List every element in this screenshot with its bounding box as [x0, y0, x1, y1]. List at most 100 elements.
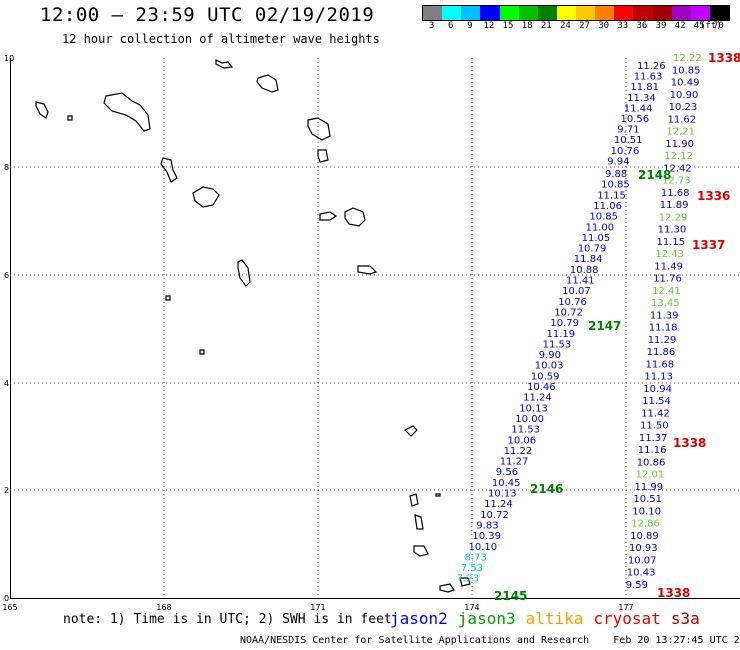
satellite-legend-altika: altika — [525, 609, 584, 628]
track-value-upper: 9.71 — [617, 125, 639, 136]
track-value-right: 12.01 — [636, 470, 665, 481]
track-value-right: 12.73 — [662, 176, 691, 187]
track-value-right: 12.42 — [663, 163, 692, 174]
track-value-right: 11.86 — [647, 347, 676, 358]
track-value-right: 11.16 — [638, 445, 667, 456]
color-scale-label: 45 — [693, 21, 705, 31]
track-value-left: 10.88 — [570, 265, 599, 276]
island-outline — [215, 59, 234, 69]
color-swatch — [614, 6, 634, 20]
color-swatch — [499, 6, 519, 20]
track-value-left: 7.23 — [457, 574, 479, 585]
track-value-right: 11.49 — [654, 261, 683, 272]
track-value-right: 11.54 — [642, 396, 671, 407]
track-value-right: 11.68 — [661, 188, 690, 199]
map-frame — [10, 58, 740, 599]
track-value-right: 11.99 — [635, 482, 664, 493]
island-outline — [414, 514, 424, 530]
color-scale-label: 12 — [483, 21, 495, 31]
track-value-left: 9.83 — [476, 520, 498, 531]
color-swatch — [690, 6, 710, 20]
orbit-number-label: 2148 — [638, 168, 671, 182]
y-tick-label: 6 — [4, 271, 9, 280]
track-value-right: 10.51 — [633, 494, 662, 505]
island-outline — [192, 186, 220, 208]
island-outline — [435, 493, 441, 497]
island-outline — [256, 74, 279, 93]
track-value-left: 9.90 — [539, 350, 561, 361]
color-scale-label: 30 — [598, 21, 610, 31]
track-value-left: 11.84 — [574, 254, 603, 265]
color-scale-label: 33 — [617, 21, 629, 31]
track-value-right: 11.76 — [653, 274, 682, 285]
color-swatch — [576, 6, 596, 20]
color-scale-label: 24 — [560, 21, 571, 31]
track-value-left: 10.76 — [558, 297, 587, 308]
track-value-right: 11.62 — [668, 114, 697, 125]
color-swatch — [461, 6, 481, 20]
track-value-upper: 11.44 — [624, 103, 653, 114]
track-value-left: 11.53 — [543, 339, 572, 350]
track-value-left: 11.00 — [586, 222, 615, 233]
island-outline — [307, 117, 331, 141]
island-outline — [35, 101, 49, 119]
y-tick-label: 10 — [4, 54, 14, 63]
axis-ticks: 165 168 171 174 177 0 2 4 6 8 10 — [2, 54, 633, 612]
color-swatch — [652, 6, 672, 20]
track-value-left: 11.06 — [593, 201, 622, 212]
track-value-left: 10.46 — [527, 382, 556, 393]
track-value-right: 10.10 — [632, 506, 661, 517]
color-swatch — [671, 6, 691, 20]
satellite-legend-jason2: jason2 — [390, 609, 448, 628]
track-value-right: 11.39 — [650, 310, 679, 321]
track-value-left: 10.39 — [472, 531, 501, 542]
track-value-left: 10.45 — [492, 478, 521, 489]
track-value-left: 11.41 — [566, 276, 595, 287]
color-scale-label: 6 — [447, 21, 454, 31]
track-value-left: 7.53 — [461, 563, 483, 574]
orbit-number-label: 1336 — [697, 189, 730, 203]
track-value-right: 10.49 — [671, 78, 700, 89]
orbit-number-label: 1338 — [673, 436, 706, 450]
track-value-upper: 11.26 — [637, 61, 666, 72]
island-outline — [103, 92, 151, 132]
track-value-left: 10.06 — [508, 435, 537, 446]
color-swatch — [518, 6, 538, 20]
y-tick-label: 8 — [4, 163, 9, 172]
track-value-right: 10.23 — [669, 102, 698, 113]
track-value-left: 11.19 — [547, 329, 576, 340]
color-scale-label: 36 — [636, 21, 648, 31]
map-title: 12:00 – 23:59 UTC 02/19/2019 — [40, 4, 375, 26]
track-value-upper: 10.51 — [614, 135, 643, 146]
color-swatch — [595, 6, 615, 20]
track-value-right: 10.86 — [637, 457, 666, 468]
track-value-right: 10.93 — [629, 543, 658, 554]
orbit-number-label: 1338 — [708, 51, 740, 65]
track-value-upper: 11.81 — [630, 82, 659, 93]
track-value-right: 10.94 — [643, 384, 672, 395]
island-outline — [344, 207, 366, 227]
track-value-right: 11.89 — [660, 200, 689, 211]
track-value-right: 11.30 — [658, 225, 687, 236]
track-value-right: 12.41 — [652, 286, 681, 297]
track-value-right: 11.15 — [657, 237, 686, 248]
x-tick-label: 177 — [618, 603, 633, 612]
color-scale-label: 3 — [428, 21, 435, 31]
y-tick-label: 2 — [4, 486, 9, 495]
track-value-left: 10.79 — [550, 318, 579, 329]
track-value-right: 12.12 — [664, 151, 693, 162]
island-outline — [459, 577, 471, 587]
track-value-right: 11.29 — [648, 335, 677, 346]
x-tick-label: 171 — [310, 603, 325, 612]
island-outline — [317, 149, 329, 163]
track-value-upper: 11.34 — [627, 93, 656, 104]
track-value-left: 9.56 — [496, 467, 518, 478]
track-value-left: 8.73 — [465, 552, 487, 563]
island-outline — [357, 265, 378, 275]
footer-note: note: 1) Time is in UTC; 2) SWH is in fe… — [63, 612, 392, 627]
track-value-right: 10.89 — [630, 531, 659, 542]
track-value-left: 11.24 — [484, 499, 513, 510]
color-swatch — [537, 6, 557, 20]
orbit-number-label: 2145 — [494, 589, 527, 603]
x-tick-label: 165 — [2, 603, 17, 612]
